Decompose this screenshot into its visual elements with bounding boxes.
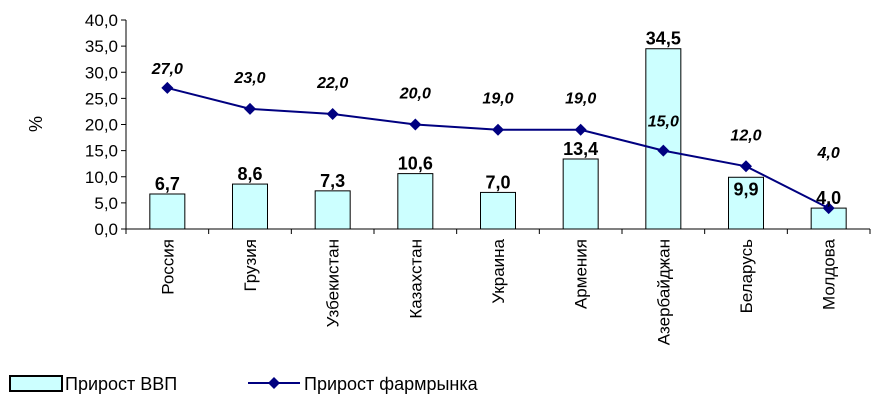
bar-value-label: 34,5 [646,29,681,49]
line-point [574,123,587,136]
category-label: Армения [572,239,591,309]
bar-value-label: 10,6 [398,154,433,174]
line-point [492,123,504,136]
legend-bar-label: Прирост ВВП [65,374,177,394]
line-value-label: 12,0 [730,127,761,144]
category-label: Казахстан [406,239,425,319]
bar-value-label: 13,4 [563,139,598,159]
y-tick-label: 40,0 [85,11,118,30]
legend-bar-swatch [9,375,63,392]
bar [728,176,764,230]
legend: Прирост ВВП Прирост фармрынка [9,374,479,394]
line-point [326,108,339,121]
bar [232,183,268,230]
bar-labels: 6,7 8,6 7,3 10,6 7,0 13,4 34,5 9,9 4,0 [155,29,841,208]
line-value-label: 27,0 [151,61,183,78]
category-label: Украина [489,238,508,303]
category-label: Грузия [241,239,260,292]
line-value-label: 22,0 [316,75,348,92]
bar-value-label: 7,3 [320,171,345,191]
bar [480,191,516,230]
y-axis: 0,0 5,0 10,0 15,0 20,0 25,0 30,0 35,0 40,0 [85,11,127,239]
line-point [244,102,256,115]
legend-line-marker [268,377,280,389]
legend-line-label: Прирост фармрынка [304,374,479,394]
line-value-label: 19,0 [565,91,596,108]
line-point [822,202,835,215]
category-labels: Россия Грузия Узбекистан Казахстан Украина Ар… [158,238,838,345]
line-value-label: 19,0 [482,91,513,108]
bar [397,173,434,230]
y-tick-label: 15,0 [85,142,118,161]
line-point [161,81,174,94]
y-tick-label: 20,0 [85,116,118,135]
line-labels: 27,0 23,0 22,0 20,0 19,0 19,0 15,0 12,0 4,0 [151,61,840,162]
category-label: Азербайджан [654,239,673,345]
line-point [409,118,422,131]
y-tick-label: 30,0 [85,63,118,82]
x-axis [125,228,871,234]
y-tick-label: 25,0 [85,89,118,108]
y-tick-label: 10,0 [85,168,118,187]
y-tick-label: 35,0 [85,37,118,56]
line-point [657,144,670,157]
category-label: Россия [158,239,177,295]
bar [314,190,351,230]
y-axis-label: % [26,116,46,132]
bar [562,158,599,230]
line-series [161,81,835,215]
category-label: Беларусь [737,239,756,313]
line-value-label: 20,0 [399,86,431,103]
category-label: Узбекистан [324,239,343,327]
bar-value-label: 8,6 [237,164,262,184]
bar-series [149,48,847,230]
bar-value-label: 7,0 [485,172,510,192]
bar-value-label: 9,9 [733,179,758,199]
category-label: Молдова [820,238,839,310]
y-tick-label: 5,0 [94,194,118,213]
y-tick-label: 0,0 [94,220,118,239]
bar [645,48,682,230]
bar-value-label: 4,0 [816,188,841,208]
line-point [740,160,752,173]
line-value-label: 15,0 [648,114,679,131]
bar-value-label: 6,7 [155,174,180,194]
bar [149,193,186,230]
line-value-label: 23,0 [233,70,265,87]
line-value-label: 4,0 [817,145,840,162]
